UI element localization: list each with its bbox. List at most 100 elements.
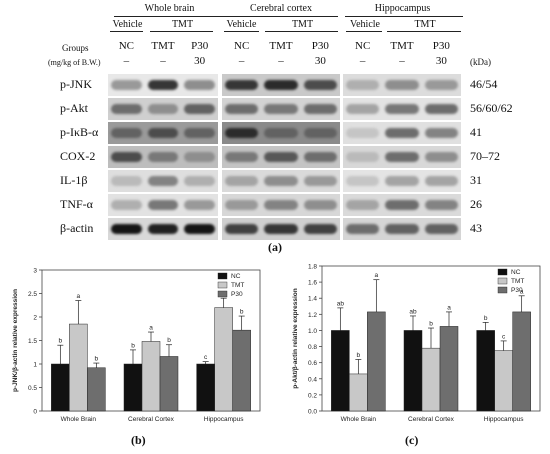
lane-label: P30 bbox=[191, 40, 209, 52]
lane-label: TMT bbox=[269, 40, 293, 52]
legend-label: TMT bbox=[231, 282, 244, 289]
significance-letter: a bbox=[447, 304, 451, 311]
dose-label: (mg/kg of B.W.) bbox=[48, 58, 101, 67]
protein-label: p-IκB-α bbox=[60, 125, 99, 139]
significance-letter: b bbox=[484, 315, 488, 322]
tmt-underline bbox=[387, 31, 461, 32]
lane-label: TMT bbox=[151, 40, 175, 52]
blot-band bbox=[225, 104, 259, 114]
vehicle-label: Vehicle bbox=[350, 19, 380, 30]
significance-letter: ab bbox=[337, 300, 345, 307]
blot-band bbox=[147, 200, 179, 210]
blot-band bbox=[303, 128, 337, 138]
y-axis-label: p-JNK/β-actin relative expression bbox=[12, 289, 19, 392]
significance-letter: b bbox=[240, 309, 244, 316]
dose-value: – bbox=[238, 55, 245, 67]
blot-strip bbox=[343, 218, 461, 240]
region-underline bbox=[114, 16, 224, 17]
blot-band bbox=[264, 104, 298, 114]
blot-band bbox=[303, 80, 337, 90]
kda-value: 26 bbox=[470, 197, 482, 211]
kda-value: 41 bbox=[470, 125, 482, 139]
y-tick-label: 1.6 bbox=[308, 280, 317, 287]
bar bbox=[439, 326, 459, 412]
blot-band bbox=[385, 152, 419, 162]
significance-letter: b bbox=[357, 352, 361, 359]
bar bbox=[69, 323, 88, 412]
bar bbox=[51, 363, 70, 412]
significance-letter: ab bbox=[409, 308, 417, 315]
vehicle-label: Vehicle bbox=[112, 19, 143, 30]
blot-band bbox=[147, 104, 179, 114]
significance-letter: a bbox=[520, 288, 524, 295]
legend-label: TMT bbox=[511, 278, 524, 285]
blot-band bbox=[385, 224, 419, 234]
blot-band bbox=[346, 224, 380, 234]
blot-band bbox=[346, 152, 380, 162]
significance-letter: b bbox=[59, 338, 63, 345]
dose-value: – bbox=[399, 55, 405, 67]
blot-strip bbox=[222, 146, 340, 168]
tmt-underline bbox=[265, 31, 338, 32]
y-tick-label: 3 bbox=[33, 268, 37, 275]
blot-band bbox=[184, 104, 215, 114]
kda-value: 31 bbox=[470, 173, 482, 187]
bar bbox=[232, 329, 251, 412]
blot-band bbox=[385, 80, 419, 90]
y-tick-label: 1.8 bbox=[308, 264, 317, 271]
blot-band bbox=[225, 128, 259, 138]
dose-value: – bbox=[278, 55, 284, 67]
x-tick-label: Hippocampus bbox=[484, 416, 524, 423]
protein-label: β-actin bbox=[60, 221, 94, 235]
dose-value: 30 bbox=[194, 55, 206, 67]
blot-band bbox=[147, 128, 179, 138]
blot-band bbox=[184, 152, 215, 162]
blot-strip bbox=[343, 98, 461, 120]
y-tick-label: 0.2 bbox=[308, 392, 317, 399]
blot-band bbox=[385, 200, 419, 210]
blot-band bbox=[346, 104, 380, 114]
significance-letter: b bbox=[167, 337, 171, 344]
blot-strip bbox=[108, 74, 218, 96]
blot-band bbox=[225, 200, 259, 210]
blot-band bbox=[264, 80, 298, 90]
kda-header: (kDa) bbox=[470, 57, 491, 67]
significance-letter: c bbox=[204, 354, 208, 361]
dose-value: – bbox=[123, 55, 130, 67]
x-tick-label: Whole Brain bbox=[61, 416, 97, 423]
blot-strip bbox=[343, 146, 461, 168]
blot-band bbox=[264, 152, 298, 162]
legend-swatch bbox=[497, 268, 508, 276]
tmt-label: TMT bbox=[414, 19, 436, 30]
bar bbox=[196, 363, 215, 412]
bar bbox=[403, 330, 423, 412]
bar bbox=[159, 356, 179, 412]
blot-band bbox=[225, 80, 259, 90]
blot-band bbox=[303, 176, 337, 186]
blot-strip bbox=[108, 218, 218, 240]
significance-letter: b bbox=[429, 321, 433, 328]
y-tick-label: 1.4 bbox=[308, 296, 317, 303]
kda-value: 56/60/62 bbox=[470, 101, 513, 115]
blot-band bbox=[264, 128, 298, 138]
blot-band bbox=[424, 104, 458, 114]
blot-band bbox=[424, 176, 458, 186]
y-tick-label: 0.4 bbox=[308, 376, 317, 383]
y-tick-label: 2 bbox=[33, 315, 37, 322]
y-tick-label: 1.2 bbox=[308, 312, 317, 319]
lane-label: NC bbox=[234, 40, 250, 52]
legend-swatch bbox=[217, 290, 228, 298]
vehicle-underline bbox=[346, 31, 382, 32]
blot-band bbox=[111, 200, 142, 210]
blot-band bbox=[385, 104, 419, 114]
blot-band bbox=[184, 80, 215, 90]
blot-strip bbox=[108, 98, 218, 120]
blot-band bbox=[424, 200, 458, 210]
y-tick-label: 1 bbox=[33, 362, 37, 369]
x-tick-label: Cerebral Cortex bbox=[128, 416, 175, 423]
dose-value: 30 bbox=[435, 55, 447, 67]
blot-band bbox=[385, 176, 419, 186]
bar bbox=[349, 373, 368, 412]
blot-strip bbox=[222, 98, 340, 120]
panel-label-b: (b) bbox=[131, 433, 146, 447]
